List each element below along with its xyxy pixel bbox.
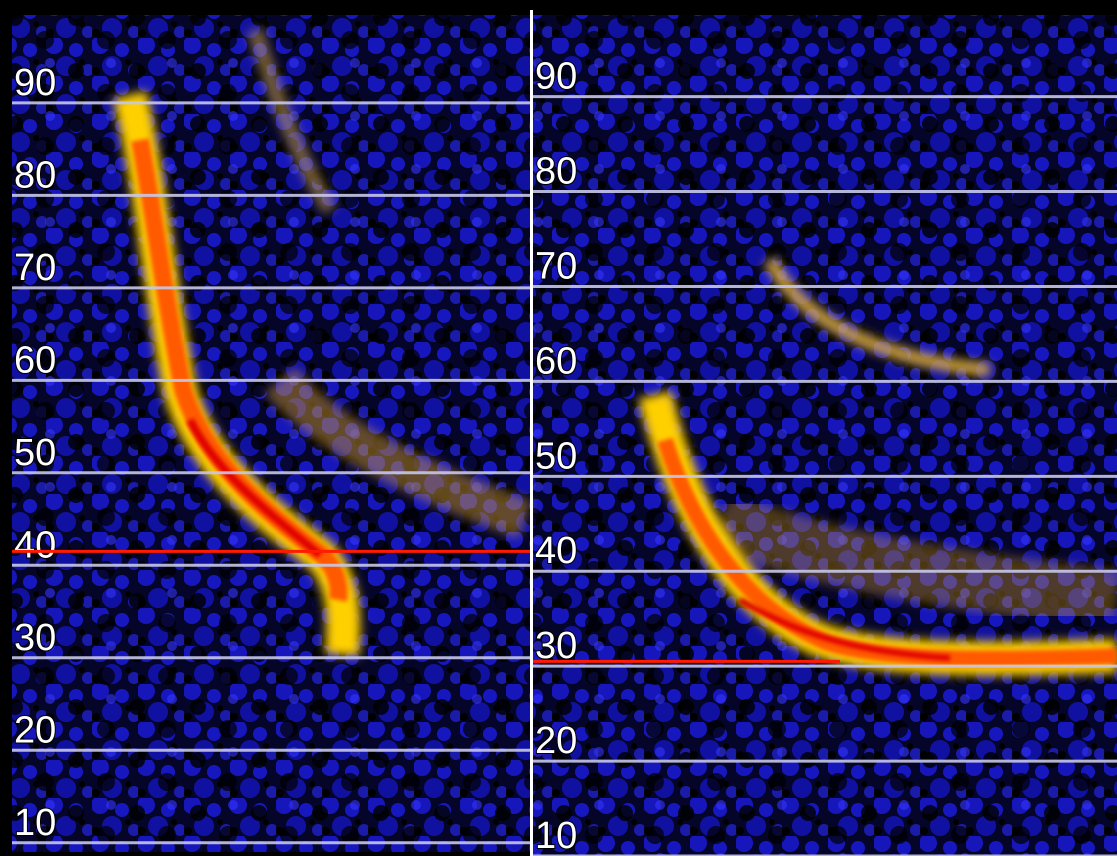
- y-tick-label: 80: [14, 154, 56, 196]
- y-tick-label: 70: [14, 247, 56, 289]
- call-energy: [638, 256, 1117, 676]
- panel-texture: [533, 15, 1117, 856]
- y-tick-label: 10: [535, 815, 577, 856]
- y-tick-label: 30: [14, 617, 56, 659]
- y-tick-label: 10: [14, 802, 56, 844]
- y-tick-label: 90: [535, 56, 577, 98]
- y-tick-label: 70: [535, 245, 577, 287]
- panel-divider: [530, 10, 533, 856]
- y-tick-label: 20: [535, 720, 577, 762]
- y-tick-label: 40: [535, 530, 577, 572]
- y-tick-label: 60: [535, 340, 577, 382]
- y-tick-label: 20: [14, 709, 56, 751]
- y-tick-label: 50: [535, 435, 577, 477]
- y-tick-label: 90: [14, 62, 56, 104]
- y-tick-label: 40: [14, 524, 56, 566]
- y-tick-label: 50: [14, 432, 56, 474]
- panel-texture: [12, 15, 530, 852]
- y-tick-label: 60: [14, 339, 56, 381]
- y-tick-label: 80: [535, 151, 577, 193]
